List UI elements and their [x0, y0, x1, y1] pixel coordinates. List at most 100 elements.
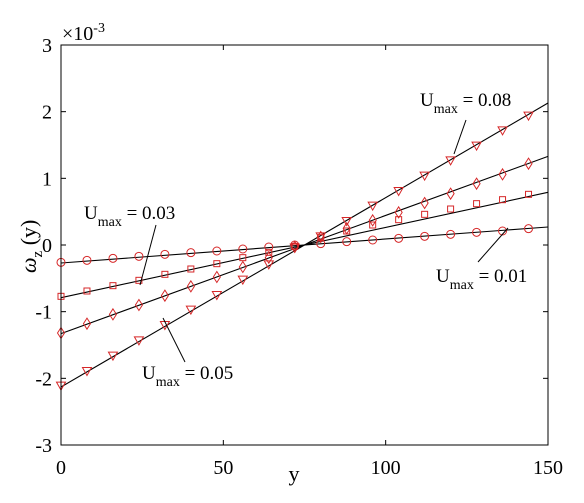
data-point-circle	[446, 229, 456, 239]
data-point-triangle-down	[341, 217, 353, 227]
data-point-diamond	[420, 196, 429, 210]
data-point-triangle-down	[419, 171, 430, 182]
data-point-triangle-down	[315, 232, 327, 242]
annotation-subscript: max	[450, 278, 474, 293]
data-point-circle	[108, 253, 118, 263]
data-point-circle	[264, 242, 274, 252]
data-markers	[55, 111, 534, 392]
data-point-square	[447, 205, 455, 213]
data-point-square	[135, 276, 143, 284]
x-tick-label: 50	[213, 457, 233, 479]
data-point-square	[525, 190, 533, 198]
data-point-diamond	[186, 279, 195, 293]
data-point-circle	[420, 231, 430, 241]
data-point-circle	[498, 226, 508, 236]
y-axis-label: ωz (y)	[16, 220, 46, 273]
data-point-square	[473, 200, 481, 208]
data-point-triangle-down	[263, 260, 275, 270]
y-tick-label: 0	[42, 235, 52, 257]
y-axis-label-tail: (y)	[16, 220, 41, 251]
annotation-subscript: max	[434, 102, 458, 117]
data-point-triangle-down	[523, 111, 534, 122]
series-line-3	[60, 102, 549, 388]
data-point-diamond	[472, 177, 481, 191]
data-point-triangle-down	[185, 305, 197, 316]
data-point-circle	[342, 237, 352, 247]
y-scale-note-exponent: -3	[93, 21, 105, 36]
axis-ticks: 0 50 100 150 -3 -2 -1 0 1 2 3	[35, 35, 563, 479]
data-point-diamond	[368, 213, 377, 227]
data-point-diamond	[108, 307, 118, 321]
data-point-circle	[238, 244, 248, 254]
data-point-triangle-down	[497, 126, 508, 136]
annotation-umax-0.05: Umax = 0.05	[142, 363, 233, 390]
data-point-circle	[160, 249, 170, 259]
x-tick-label: 100	[371, 457, 401, 479]
data-point-triangle-down	[133, 336, 145, 346]
annotation-umax-0.01: Umax = 0.01	[436, 266, 527, 293]
data-point-diamond	[498, 167, 507, 181]
data-point-triangle-down	[237, 275, 249, 286]
data-point-square	[109, 282, 117, 290]
annotation-value: = 0.08	[458, 90, 511, 111]
data-point-circle	[524, 224, 534, 234]
data-point-triangle-down	[367, 201, 379, 212]
data-point-square	[161, 270, 169, 278]
data-point-square	[187, 265, 195, 273]
annotation-subscript: max	[156, 375, 180, 390]
annotation-base: U	[142, 363, 156, 384]
x-axis-label: y	[289, 461, 300, 486]
data-point-circle	[394, 233, 404, 243]
data-point-square	[265, 248, 273, 256]
y-scale-note-base: ×10	[62, 23, 93, 45]
x-tick-label: 150	[533, 457, 563, 479]
y-scale-note: ×10-3	[62, 21, 105, 45]
data-point-diamond	[82, 317, 92, 331]
data-point-square	[395, 216, 403, 224]
data-point-circle	[134, 251, 144, 261]
annotation-leader-umax-0.03	[139, 224, 157, 286]
data-point-triangle-down	[107, 351, 119, 362]
data-point-diamond	[238, 260, 247, 274]
data-point-circle	[316, 239, 326, 249]
y-axis-label-symbol: ω	[16, 257, 41, 273]
y-tick-label: 1	[42, 168, 52, 190]
annotation-value: = 0.01	[474, 266, 527, 287]
data-point-circle	[212, 246, 222, 256]
annotation-base: U	[420, 90, 434, 111]
data-point-circle	[186, 248, 196, 258]
data-point-diamond	[134, 298, 144, 312]
annotation-umax-0.03: Umax = 0.03	[84, 203, 175, 230]
annotation-base: U	[436, 266, 450, 287]
annotation-leader-umax-0.01	[477, 227, 509, 263]
data-point-diamond	[264, 251, 273, 265]
data-point-diamond	[342, 221, 351, 235]
y-tick-label: -1	[35, 302, 52, 324]
data-point-circle	[368, 235, 378, 245]
data-point-circle	[472, 227, 482, 237]
data-point-square	[83, 287, 91, 295]
annotation-leader-umax-0.08	[453, 119, 467, 155]
annotation-leader-umax-0.05	[162, 317, 186, 363]
data-point-diamond	[212, 270, 221, 284]
data-point-triangle-down	[471, 141, 482, 152]
data-point-diamond	[160, 289, 169, 303]
annotation-umax-0.08: Umax = 0.08	[420, 90, 511, 117]
data-point-triangle-down	[289, 243, 301, 254]
data-point-square	[499, 196, 507, 204]
annotation-base: U	[84, 203, 98, 224]
y-tick-label: 2	[42, 102, 52, 124]
y-tick-label: -2	[35, 368, 52, 390]
data-point-diamond	[316, 230, 325, 244]
y-tick-label: 3	[42, 35, 52, 57]
annotation-value: = 0.03	[122, 203, 175, 224]
annotation-value: = 0.05	[180, 363, 233, 384]
data-point-diamond	[394, 205, 403, 219]
fit-lines	[60, 102, 549, 388]
data-point-triangle-down	[211, 291, 223, 301]
x-tick-label: 0	[56, 457, 66, 479]
data-point-square	[421, 210, 429, 218]
data-point-square	[213, 260, 221, 268]
